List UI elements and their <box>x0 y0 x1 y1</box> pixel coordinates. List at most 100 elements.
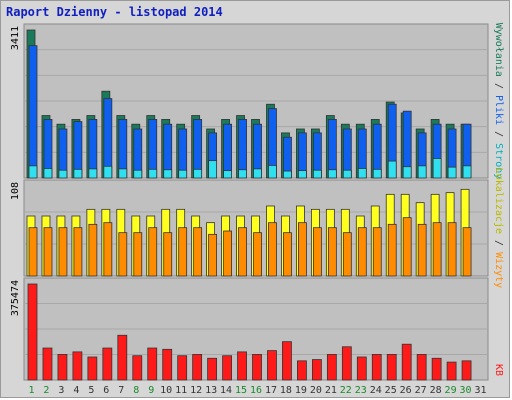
bar-visits <box>43 227 53 277</box>
bar-pages <box>58 169 68 179</box>
bar-visits <box>58 227 68 277</box>
x-tick-label: 14 <box>220 385 232 396</box>
bar-kb <box>401 343 412 381</box>
bar-kb <box>147 347 158 381</box>
bar-kb <box>371 354 382 381</box>
bar-kb <box>282 341 292 381</box>
legend-hits: Wywołania <box>493 23 504 77</box>
bar-kb <box>237 351 247 381</box>
bar-visits <box>208 233 218 277</box>
legend-pages: Strony <box>493 143 504 179</box>
x-tick-label: 8 <box>133 385 139 396</box>
x-tick-label: 31 <box>474 385 486 396</box>
bar-visits <box>223 230 232 277</box>
bar-pages <box>402 166 412 179</box>
bar-pages <box>208 160 218 179</box>
bar-pages <box>118 168 128 179</box>
bar-files <box>327 119 337 179</box>
bar-pages <box>73 168 83 179</box>
bar-kb <box>252 354 262 381</box>
x-tick-label: 16 <box>250 385 262 396</box>
bar-pages <box>342 169 352 179</box>
right-legend-text: Lokalizacje / Wizyty <box>493 168 504 288</box>
x-tick-label: 25 <box>385 385 397 396</box>
x-tick-label: 2 <box>43 385 49 396</box>
bar-pages <box>327 169 337 179</box>
bar-kb <box>461 360 472 381</box>
bar-files <box>28 45 38 179</box>
bar-kb <box>27 283 38 381</box>
bar-visits <box>327 227 337 277</box>
x-tick-label: 19 <box>295 385 307 396</box>
x-tick-label: 28 <box>430 385 442 396</box>
x-tick-label: 27 <box>415 385 427 396</box>
bar-kb <box>132 355 143 381</box>
bar-visits <box>28 227 38 277</box>
bar-pages <box>43 168 53 179</box>
bar-visits <box>372 227 382 277</box>
x-tick-label: 13 <box>205 385 217 396</box>
x-tick-label: 22 <box>340 385 352 396</box>
bar-kb <box>386 354 397 381</box>
bar-pages <box>268 165 277 179</box>
bar-pages <box>238 169 247 179</box>
y-max-label: 108 <box>10 182 21 200</box>
x-tick-label: 6 <box>103 385 109 396</box>
bar-pages <box>223 170 232 179</box>
legend-sites: Lokalizacje <box>493 168 504 234</box>
x-tick-label: 30 <box>460 385 472 396</box>
y-max-label: 375474 <box>10 280 21 316</box>
x-tick-label: 4 <box>73 385 79 396</box>
bar-visits <box>268 222 277 277</box>
x-tick-label: 24 <box>370 385 382 396</box>
x-tick-label: 1 <box>28 385 34 396</box>
bar-pages <box>372 168 382 179</box>
legend-visits: Wizyty <box>493 252 504 288</box>
chart-panels: 3411 108 375474 <box>10 23 489 381</box>
bar-kb <box>42 347 53 381</box>
x-tick-label: 21 <box>325 385 337 396</box>
panel-top: 3411 <box>10 23 489 179</box>
bar-visits <box>193 227 203 277</box>
bar-visits <box>238 227 247 277</box>
x-tick-label: 7 <box>118 385 124 396</box>
bar-kb <box>117 334 128 381</box>
bar-visits <box>417 223 427 277</box>
bar-pages <box>462 165 472 179</box>
bar-pages <box>298 170 307 179</box>
bar-visits <box>133 232 143 277</box>
right-legend-text: KB <box>493 364 504 376</box>
bar-visits <box>103 222 113 277</box>
bar-kb <box>416 354 427 381</box>
bar-kb <box>222 355 232 381</box>
chart-title: Raport Dzienny - listopad 2014 <box>6 5 223 19</box>
x-tick-label: 20 <box>310 385 322 396</box>
panel-bottom: 375474 <box>10 277 489 381</box>
panel-middle: 108 <box>10 179 489 277</box>
bar-files <box>238 119 247 179</box>
x-tick-label: 18 <box>280 385 292 396</box>
bar-visits <box>118 232 128 277</box>
x-tick-label: 12 <box>190 385 202 396</box>
x-tick-label: 5 <box>88 385 94 396</box>
bar-pages <box>432 158 442 179</box>
bar-kb <box>326 354 337 381</box>
legend-separator: / <box>493 125 504 143</box>
legend-kb: KB <box>493 364 504 376</box>
x-tick-label: 26 <box>400 385 412 396</box>
bar-visits <box>432 222 442 277</box>
bar-pages <box>163 169 173 179</box>
bar-pages <box>133 169 143 179</box>
bar-visits <box>342 232 352 277</box>
bar-visits <box>148 227 158 277</box>
bar-visits <box>387 223 397 277</box>
x-tick-label: 3 <box>58 385 64 396</box>
x-tick-label: 23 <box>355 385 367 396</box>
bar-pages <box>193 168 203 179</box>
bar-kb <box>102 347 113 381</box>
bar-visits <box>312 227 322 277</box>
bar-pages <box>357 168 367 179</box>
bar-kb <box>177 355 188 381</box>
